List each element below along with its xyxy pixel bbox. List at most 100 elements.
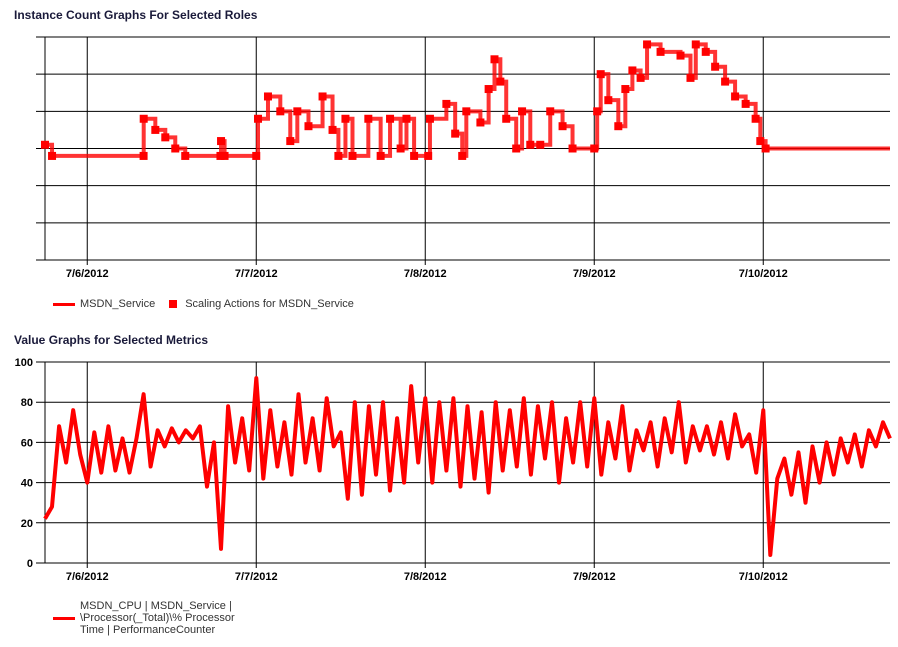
x-tick-label: 7/9/2012 [573,268,616,280]
scaling-action-marker [711,62,720,71]
scaling-action-marker [502,114,511,123]
y-tick-label: 80 [21,397,33,409]
scaling-action-marker [484,85,493,94]
scaling-action-marker [171,144,180,153]
scaling-action-marker [318,92,327,101]
scaling-action-marker [334,151,343,160]
scaling-action-marker [364,114,373,123]
scaling-action-marker [139,151,148,160]
scaling-action-marker [425,114,434,123]
x-tick-label: 7/7/2012 [235,268,278,280]
cpu-series-line [43,376,892,557]
x-tick-label: 7/7/2012 [235,571,278,583]
instance-chart-legend: MSDN_Service Scaling Actions for MSDN_Se… [53,298,368,310]
scaling-action-marker [590,144,599,153]
scaling-action-marker [424,151,433,160]
y-tick-label: 40 [21,478,33,490]
scaling-action-marker [496,77,505,86]
legend-item-msdn-service[interactable]: MSDN_Service [53,298,155,310]
scaling-action-marker [293,107,302,116]
legend-line-swatch [53,616,75,620]
legend-label-line: \Processor(_Total)\% Processor [80,612,235,624]
scaling-action-marker [376,151,385,160]
y-tick-label: 60 [21,437,33,449]
legend-square-swatch [169,300,178,308]
scaling-action-marker [490,55,499,64]
y-tick-label: 0 [27,558,33,570]
scaling-action-marker [402,114,411,123]
x-tick-label: 7/6/2012 [66,571,109,583]
scaling-action-marker [451,129,460,138]
scaling-action-marker [286,137,295,146]
scaling-action-marker [656,47,665,56]
scaling-action-marker [731,92,740,101]
y-tick-label: 20 [21,518,33,530]
metrics-chart-title: Value Graphs for Selected Metrics [14,333,209,347]
scaling-action-marker [254,114,263,123]
scaling-action-marker [643,40,652,49]
x-tick-label: 7/10/2012 [739,268,788,280]
scaling-action-marker [676,51,685,60]
scaling-action-marker [721,77,730,86]
scaling-action-marker [691,40,700,49]
scaling-action-marker [686,73,695,82]
scaling-action-marker [761,144,770,153]
legend-label: MSDN_Service [80,298,156,310]
scaling-action-marker [386,114,395,123]
scaling-action-marker [161,133,170,142]
scaling-action-marker [151,125,160,134]
scaling-action-marker [621,85,630,94]
scaling-action-marker [741,99,750,108]
x-tick-label: 7/8/2012 [404,571,447,583]
y-tick-label: 100 [15,357,33,369]
scaling-action-marker [476,118,485,127]
legend-label-line: MSDN_CPU | MSDN_Service | [80,600,232,612]
scaling-action-marker [462,107,471,116]
x-tick-label: 7/6/2012 [66,268,109,280]
x-tick-label: 7/8/2012 [404,268,447,280]
metrics-chart-legend[interactable]: MSDN_CPU | MSDN_Service | \Processor(_To… [53,600,250,636]
scaling-action-marker [41,140,49,149]
scaling-action-marker [756,137,765,146]
scaling-action-marker [558,122,567,131]
scaling-action-marker [751,114,760,123]
scaling-action-marker [217,137,226,146]
scaling-action-marker [139,114,148,123]
scaling-action-marker [568,144,577,153]
scaling-action-marker [263,92,272,101]
legend-label-line: Time | PerformanceCounter [80,624,216,636]
scaling-action-marker [442,99,451,108]
legend-line-swatch [53,302,75,306]
scaling-action-marker [252,151,261,160]
scaling-action-marker [518,107,527,116]
scaling-action-marker [48,151,57,160]
scaling-action-marker [512,144,521,153]
scaling-action-marker [396,144,405,153]
scaling-action-marker [410,151,419,160]
scaling-action-marker [276,107,285,116]
legend-label: MSDN_CPU | MSDN_Service | \Processor(_To… [80,600,250,636]
scaling-action-marker [348,151,357,160]
scaling-action-marker [526,140,535,149]
scaling-action-marker [536,140,545,149]
x-tick-label: 7/9/2012 [573,571,616,583]
scaling-action-marker [328,125,337,134]
scaling-action-marker [341,114,350,123]
scaling-action-marker [614,122,623,131]
scaling-action-marker [604,96,613,105]
scaling-action-marker [593,107,602,116]
x-tick-label: 7/10/2012 [739,571,788,583]
scaling-action-marker [628,66,637,75]
legend-label: Scaling Actions for MSDN_Service [185,298,354,310]
scaling-action-marker [636,73,645,82]
instance-chart-title: Instance Count Graphs For Selected Roles [14,8,258,22]
scaling-action-marker [701,47,710,56]
scaling-action-marker [216,151,225,160]
scaling-action-marker [220,151,229,160]
scaling-action-marker [546,107,555,116]
legend-item-scaling-actions[interactable]: Scaling Actions for MSDN_Service [169,298,354,310]
scaling-action-marker [304,122,313,131]
scaling-action-marker [181,151,190,160]
scaling-action-marker [596,70,605,79]
